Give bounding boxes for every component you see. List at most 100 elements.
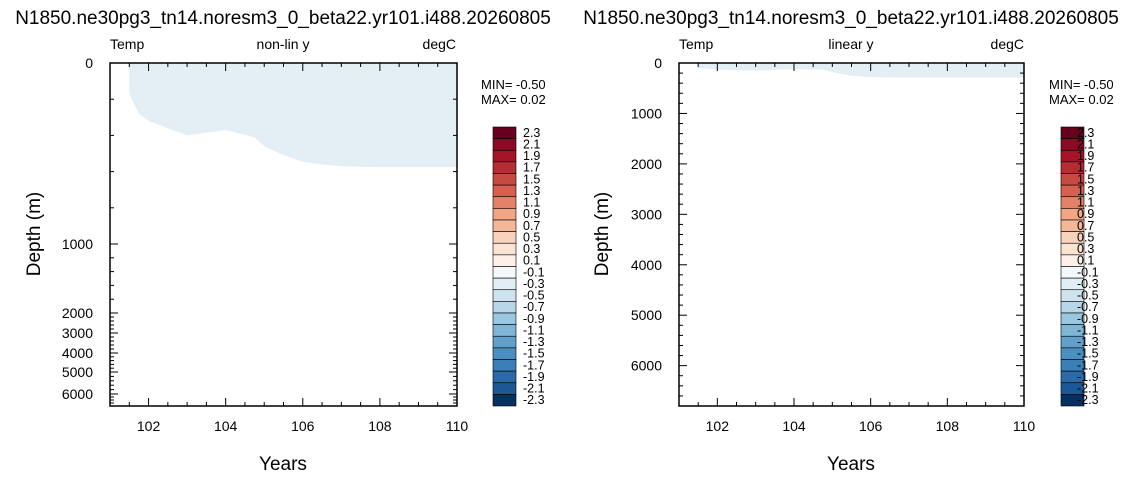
colorbar-label: 0.3 — [523, 242, 540, 256]
x-tick-label: 104 — [214, 418, 238, 434]
right-panel-min-label: MIN= -0.50 — [1049, 77, 1114, 92]
colorbar-label: -1.9 — [523, 370, 545, 384]
colorbar-label: -0.5 — [523, 289, 545, 303]
colorbar-swatch — [492, 347, 517, 360]
left-panel-title: N1850.ne30pg3_tn14.noresm3_0_beta22.yr10… — [15, 8, 551, 29]
colorbar-swatch — [492, 184, 517, 198]
colorbar-swatch — [1060, 394, 1085, 407]
colorbar-swatch — [492, 126, 517, 139]
colorbar-label: 0.3 — [1077, 242, 1094, 256]
colorbar-swatch — [492, 382, 517, 395]
x-tick-label: 108 — [936, 418, 960, 434]
colorbar-label: -1.1 — [523, 323, 545, 337]
colorbar-label: 1.1 — [523, 196, 540, 210]
field-region-near-zero — [698, 63, 1024, 78]
left-panel-min-label: MIN= -0.50 — [481, 77, 546, 92]
colorbar-swatch — [492, 324, 517, 337]
y-tick-label: 4000 — [631, 257, 662, 273]
colorbar-label: 2.3 — [1077, 126, 1094, 140]
colorbar-label: -0.9 — [1077, 312, 1099, 326]
colorbar-swatch — [492, 254, 517, 267]
y-tick-label: 3000 — [62, 325, 93, 341]
colorbar-label: -0.5 — [1077, 289, 1099, 303]
right-panel-units-label: degC — [991, 36, 1024, 52]
colorbar-label: -2.1 — [1077, 382, 1099, 396]
right-panel-max-label: MAX= 0.02 — [1049, 92, 1114, 107]
colorbar-label: -1.5 — [523, 347, 545, 361]
y-tick-label: 1000 — [62, 236, 93, 252]
colorbar-label: 2.1 — [523, 137, 540, 151]
x-tick-label: 110 — [1013, 418, 1036, 434]
colorbar-swatch — [492, 266, 517, 279]
colorbar-swatch — [492, 208, 517, 221]
colorbar-label: -1.9 — [1077, 370, 1099, 384]
colorbar-label: -2.3 — [523, 393, 545, 407]
y-tick-label: 2000 — [62, 305, 93, 321]
colorbar-label: 1.5 — [523, 172, 540, 186]
right-panel: N1850.ne30pg3_tn14.noresm3_0_beta22.yr10… — [583, 8, 1119, 475]
colorbar-label: 2.3 — [523, 126, 540, 140]
colorbar-label: 1.7 — [1077, 161, 1094, 175]
colorbar-label: 0.9 — [1077, 207, 1094, 221]
colorbar-label: -2.3 — [1077, 393, 1099, 407]
left-panel-x-axis-title: Years — [259, 454, 307, 475]
colorbar-swatch — [492, 394, 517, 407]
colorbar-label: -0.1 — [523, 265, 545, 279]
y-tick-label: 4000 — [62, 345, 93, 361]
left-panel-axis-mode-label: non-lin y — [257, 36, 310, 52]
y-tick-label: 5000 — [631, 307, 662, 323]
right-panel-title: N1850.ne30pg3_tn14.noresm3_0_beta22.yr10… — [583, 8, 1119, 29]
colorbar-label: 1.3 — [523, 184, 540, 198]
right-panel-plot-frame — [678, 62, 1025, 407]
colorbar-label: 0.9 — [523, 207, 540, 221]
x-tick-label: 104 — [782, 418, 806, 434]
left-panel-max-label: MAX= 0.02 — [481, 92, 546, 107]
colorbar-label: 1.9 — [523, 149, 540, 163]
colorbar-swatch — [492, 289, 517, 302]
x-tick-label: 110 — [446, 418, 469, 434]
right-panel-variable-label: Temp — [679, 36, 713, 52]
left-panel-y-axis-title: Depth (m) — [24, 192, 45, 276]
colorbar-label: 2.1 — [1077, 137, 1094, 151]
colorbar-label: -0.3 — [523, 277, 545, 291]
colorbar-label: 0.5 — [523, 230, 540, 244]
colorbar-label: 1.9 — [1077, 149, 1094, 163]
colorbar-swatch — [492, 359, 517, 372]
colorbar-swatch — [492, 242, 517, 256]
x-tick-label: 108 — [368, 418, 392, 434]
colorbar-swatch — [492, 161, 517, 174]
colorbar-label: 1.7 — [523, 161, 540, 175]
left-panel-ticks: 102 104 106 108 110 0 1000 2000 3000 4000 5000 6000 — [62, 55, 469, 434]
left-panel-field — [129, 63, 458, 168]
colorbar-swatch — [492, 149, 517, 163]
right-panel-axis-mode-label: linear y — [828, 36, 873, 52]
left-panel: N1850.ne30pg3_tn14.noresm3_0_beta22.yr10… — [15, 8, 551, 475]
colorbar-label: -0.7 — [523, 300, 545, 314]
y-tick-label: 1000 — [631, 105, 662, 121]
x-tick-label: 106 — [859, 418, 883, 434]
left-panel-variable-label: Temp — [110, 36, 144, 52]
colorbar-label: -1.1 — [1077, 323, 1099, 337]
y-tick-label: 6000 — [62, 386, 93, 402]
colorbar-label: 0.1 — [1077, 254, 1094, 268]
colorbar-label: -1.5 — [1077, 347, 1099, 361]
right-panel-field — [698, 63, 1024, 78]
colorbar-swatch — [492, 370, 517, 384]
x-tick-label: 106 — [291, 418, 315, 434]
colorbar-label: -0.7 — [1077, 300, 1099, 314]
y-tick-label: 6000 — [631, 358, 662, 374]
colorbar-label: 0.5 — [1077, 230, 1094, 244]
colorbar-label: -1.7 — [1077, 358, 1099, 372]
colorbar-swatch — [492, 312, 517, 325]
colorbar-swatch — [492, 196, 517, 209]
colorbar-label: -1.3 — [1077, 335, 1099, 349]
y-tick-label: 0 — [85, 55, 93, 71]
colorbar-label: 0.1 — [523, 254, 540, 268]
colorbar-label: -2.1 — [523, 382, 545, 396]
colorbar-label: -0.9 — [523, 312, 545, 326]
colorbar-label: 1.5 — [1077, 172, 1094, 186]
colorbar-label: 0.7 — [523, 219, 540, 233]
right-panel-ticks: 102 104 106 108 110 0 1000 2000 3000 4000 5000 6000 — [631, 55, 1036, 434]
x-tick-label: 102 — [706, 418, 730, 434]
